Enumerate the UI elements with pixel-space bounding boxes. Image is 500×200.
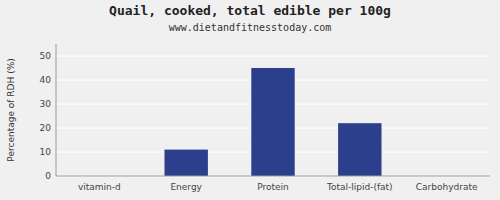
- chart-container: Quail, cooked, total edible per 100g www.…: [0, 0, 500, 200]
- x-tick-label: Carbohydrate: [416, 182, 478, 192]
- x-tick-label: Protein: [257, 182, 289, 192]
- y-tick-label: 40: [40, 75, 52, 85]
- bar: [165, 150, 208, 176]
- bar: [251, 68, 294, 176]
- grid-line: [56, 56, 490, 57]
- y-axis-label: Percentage of RDH (%): [6, 58, 16, 161]
- background: [0, 0, 500, 200]
- y-tick-label: 0: [45, 171, 51, 181]
- x-tick-label: vitamin-d: [78, 182, 121, 192]
- title: Quail, cooked, total edible per 100g: [109, 3, 391, 18]
- bars: [165, 68, 382, 176]
- y-axis-line: [56, 44, 57, 176]
- chart-svg: Quail, cooked, total edible per 100g www.…: [0, 0, 500, 200]
- x-tick-label: Total-lipid-(fat): [326, 182, 393, 192]
- x-tick-label: Energy: [170, 182, 202, 192]
- y-tick-label: 10: [40, 147, 52, 157]
- subtitle: www.dietandfitnesstoday.com: [169, 22, 332, 33]
- y-tick-label: 50: [40, 51, 52, 61]
- x-axis-line: [56, 176, 490, 177]
- y-tick-label: 30: [40, 99, 52, 109]
- grid-line: [56, 176, 490, 177]
- bar: [338, 123, 381, 176]
- y-tick-label: 20: [40, 123, 52, 133]
